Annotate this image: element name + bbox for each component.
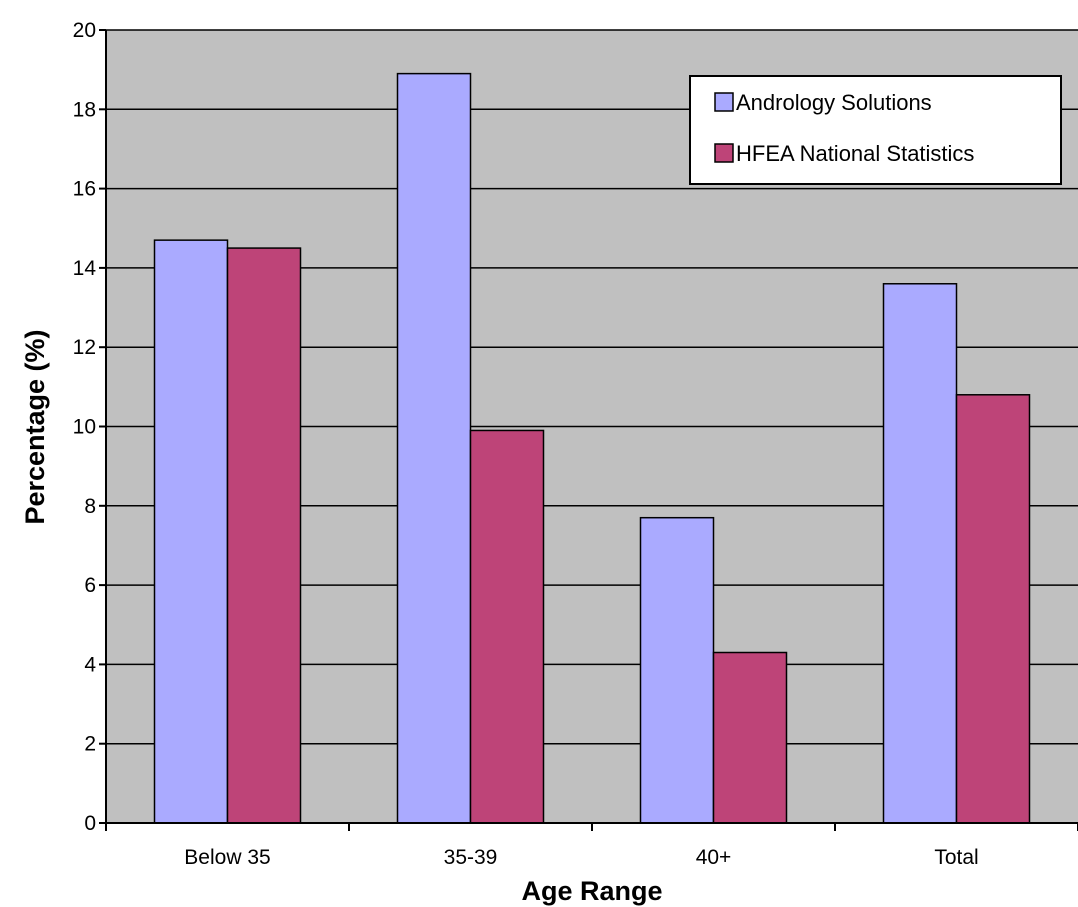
bar-hfea-national-statistics-total	[955, 394, 1031, 824]
x-tick-label: Total	[934, 846, 978, 869]
legend-label-andrology-solutions: Andrology Solutions	[736, 90, 932, 115]
bars	[153, 72, 1031, 824]
legend: Andrology Solutions HFEA National Statis…	[689, 75, 1062, 185]
y-tick-label: 2	[84, 733, 96, 756]
legend-label-hfea-national-statistics: HFEA National Statistics	[736, 141, 974, 166]
y-tick-label: 0	[84, 812, 96, 835]
y-tick-label: 8	[84, 495, 96, 518]
bar-hfea-national-statistics-40	[712, 651, 788, 824]
bar-andrology-solutions-total	[882, 283, 958, 824]
x-tick-labels: Below 35 35-39 40+ Total	[184, 846, 978, 869]
legend-swatch-andrology-solutions	[714, 92, 734, 112]
x-tick-label: Below 35	[184, 846, 270, 869]
y-tick-label: 16	[73, 178, 96, 201]
x-tick-label: 40+	[696, 846, 732, 869]
y-tick-label: 6	[84, 574, 96, 597]
x-axis-title: Age Range	[521, 876, 662, 906]
y-tick-label: 12	[73, 336, 96, 359]
y-tick-label: 14	[73, 257, 97, 280]
bar-andrology-solutions-40	[639, 516, 715, 824]
y-axis-title: Percentage (%)	[20, 329, 50, 524]
y-tick-label: 20	[73, 19, 96, 42]
y-tick-label: 10	[73, 416, 96, 439]
x-tick-label: 35-39	[444, 846, 498, 869]
bar-andrology-solutions-35-39	[396, 72, 472, 824]
legend-swatch-hfea-national-statistics	[714, 143, 734, 163]
legend-box	[689, 75, 1062, 185]
y-tick-label: 4	[84, 653, 96, 676]
bar-hfea-national-statistics-35-39	[469, 429, 545, 824]
y-tick-label: 18	[73, 98, 96, 121]
axes	[99, 29, 1078, 831]
bar-hfea-national-statistics-below-35	[226, 247, 302, 824]
bar-andrology-solutions-below-35	[153, 239, 229, 824]
y-tick-labels: 0 2 4 6 8 10 12 14 16 18 20	[73, 19, 97, 835]
